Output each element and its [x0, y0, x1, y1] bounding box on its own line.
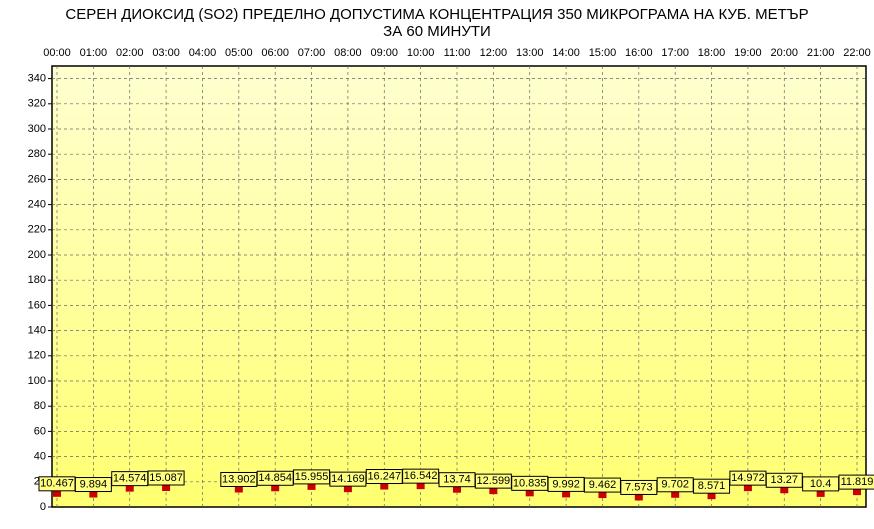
x-tick-label: 16:00 [625, 47, 653, 59]
x-tick-label: 22:00 [843, 47, 871, 59]
y-tick-label: 100 [28, 375, 46, 387]
y-tick-label: 0 [40, 501, 46, 513]
marker [671, 491, 680, 498]
value-label: 16.247 [367, 470, 401, 482]
marker [853, 489, 861, 496]
x-tick-label: 15:00 [589, 47, 617, 59]
value-label: 14.972 [731, 472, 765, 484]
value-label: 10.835 [513, 477, 547, 489]
y-tick-label: 160 [28, 299, 46, 311]
value-label: 9.702 [661, 479, 689, 491]
y-tick-label: 180 [28, 274, 46, 286]
marker [634, 494, 643, 501]
y-tick-label: 260 [28, 173, 46, 185]
x-tick-label: 11:00 [444, 47, 471, 59]
x-tick-label: 02:00 [116, 47, 144, 59]
marker [53, 490, 61, 497]
marker [707, 493, 716, 500]
value-label: 11.819 [841, 476, 874, 488]
x-tick-label: 06:00 [261, 47, 289, 59]
y-tick-label: 240 [28, 199, 46, 211]
value-label: 7.573 [625, 481, 653, 493]
marker [343, 486, 352, 493]
marker [271, 485, 280, 492]
marker [816, 490, 825, 497]
x-tick-label: 07:00 [298, 47, 326, 59]
value-label-box [838, 474, 874, 490]
x-tick-label: 03:00 [152, 47, 180, 59]
x-tick-label: 12:00 [480, 47, 508, 59]
marker [380, 483, 389, 490]
value-label: 13.74 [443, 474, 471, 486]
x-tick-label: 09:00 [371, 47, 399, 59]
value-label: 13.27 [771, 474, 799, 486]
x-tick-label: 08:00 [334, 47, 362, 59]
y-tick-label: 320 [28, 98, 46, 110]
value-label: 10.4 [810, 478, 831, 490]
y-tick-label: 280 [28, 148, 46, 160]
y-tick-label: 60 [34, 425, 46, 437]
value-label: 13.902 [222, 473, 256, 485]
marker [234, 486, 243, 493]
marker [489, 488, 498, 495]
marker [89, 491, 98, 498]
plot-area [51, 65, 867, 508]
marker [453, 486, 461, 493]
x-tick-label: 04:00 [189, 47, 217, 59]
value-label: 9.462 [589, 479, 617, 491]
marker [562, 491, 571, 498]
x-tick-label: 21:00 [807, 47, 835, 59]
marker [525, 490, 534, 497]
y-tick-label: 140 [28, 325, 46, 337]
x-tick-label: 13:00 [516, 47, 544, 59]
x-tick-label: 17:00 [661, 47, 689, 59]
marker [162, 484, 171, 491]
value-label: 14.169 [331, 473, 365, 485]
marker [743, 485, 752, 492]
value-label: 10.467 [40, 478, 74, 490]
value-label: 9.992 [552, 478, 580, 490]
value-label: 12.599 [477, 475, 511, 487]
chart-title: СЕРЕН ДИОКСИД (SO2) ПРЕДЕЛНО ДОПУСТИМА К… [65, 6, 808, 23]
x-tick-label: 01:00 [80, 47, 108, 59]
x-tick-label: 05:00 [225, 47, 253, 59]
value-label: 9.894 [80, 478, 108, 490]
x-tick-label: 20:00 [771, 47, 799, 59]
value-label: 14.854 [258, 472, 292, 484]
x-tick-label: 19:00 [734, 47, 762, 59]
value-label-box [693, 478, 731, 494]
value-label: 16.542 [404, 470, 438, 482]
value-label: 15.955 [295, 471, 329, 483]
marker [416, 483, 425, 490]
marker [780, 487, 789, 494]
y-tick-label: 200 [28, 249, 46, 261]
x-tick-label: 14:00 [552, 47, 580, 59]
value-label: 14.574 [113, 473, 147, 485]
y-tick-label: 340 [28, 73, 46, 85]
value-label: 8.571 [698, 480, 726, 492]
chart-subtitle: ЗА 60 МИНУТИ [383, 23, 491, 40]
marker [598, 492, 607, 499]
y-tick-label: 40 [34, 451, 46, 463]
y-tick-label: 80 [34, 400, 46, 412]
x-tick-label: 18:00 [698, 47, 726, 59]
value-label: 15.087 [149, 472, 183, 484]
y-tick-label: 300 [28, 123, 46, 135]
marker [125, 485, 134, 492]
x-tick-label: 00:00 [43, 47, 71, 59]
y-tick-label: 220 [28, 224, 46, 236]
x-tick-label: 10:00 [407, 47, 435, 59]
marker [307, 483, 316, 490]
y-tick-label: 120 [28, 350, 46, 362]
value-label-box [147, 470, 185, 486]
